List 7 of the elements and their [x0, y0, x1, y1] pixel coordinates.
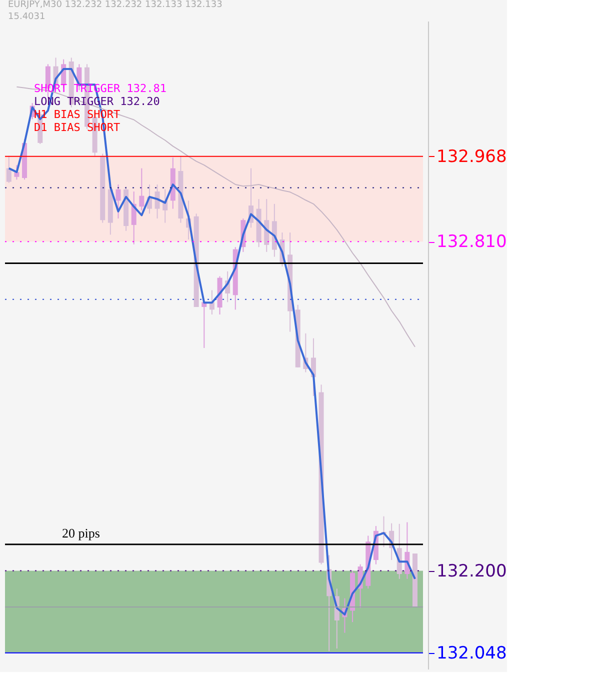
annotation: 20 pips	[62, 525, 100, 540]
chart-subtitle: 15.4031	[8, 12, 46, 22]
chart-title: EURJPY,M30 132.232 132.232 132.133 132.133	[8, 0, 222, 10]
y-tick-label: 132.968	[436, 146, 507, 167]
y-tick-label: 132.810	[436, 232, 507, 252]
y-tick-label: 132.048	[436, 643, 507, 664]
y-tick-label: 132.200	[436, 561, 507, 582]
